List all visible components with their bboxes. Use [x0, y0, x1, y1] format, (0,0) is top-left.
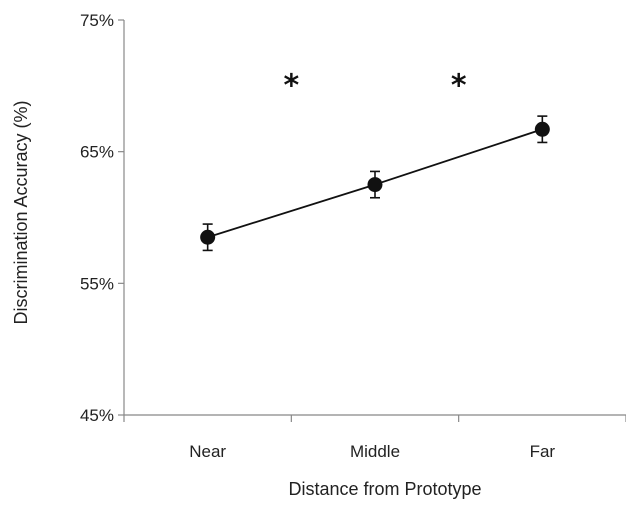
- significance-star: *: [451, 68, 467, 103]
- y-tick-label: 65%: [80, 143, 114, 162]
- ticks: 45% 55% 65% 75% Near Middle Far: [80, 11, 626, 461]
- data-point: [534, 121, 550, 137]
- x-tick-label: Middle: [350, 442, 400, 461]
- data-point: [367, 177, 383, 193]
- axes: [123, 20, 626, 416]
- y-tick-label: 55%: [80, 274, 114, 293]
- x-tick-label: Near: [189, 442, 226, 461]
- y-tick-label: 45%: [80, 406, 114, 425]
- annotations: * *: [283, 68, 466, 103]
- x-axis-title: Distance from Prototype: [288, 479, 481, 499]
- data-point: [200, 229, 216, 245]
- x-tick-label: Far: [530, 442, 556, 461]
- y-tick-label: 75%: [80, 11, 114, 30]
- series: [200, 115, 550, 252]
- y-axis-title: Discrimination Accuracy (%): [11, 100, 31, 324]
- significance-star: *: [283, 68, 299, 103]
